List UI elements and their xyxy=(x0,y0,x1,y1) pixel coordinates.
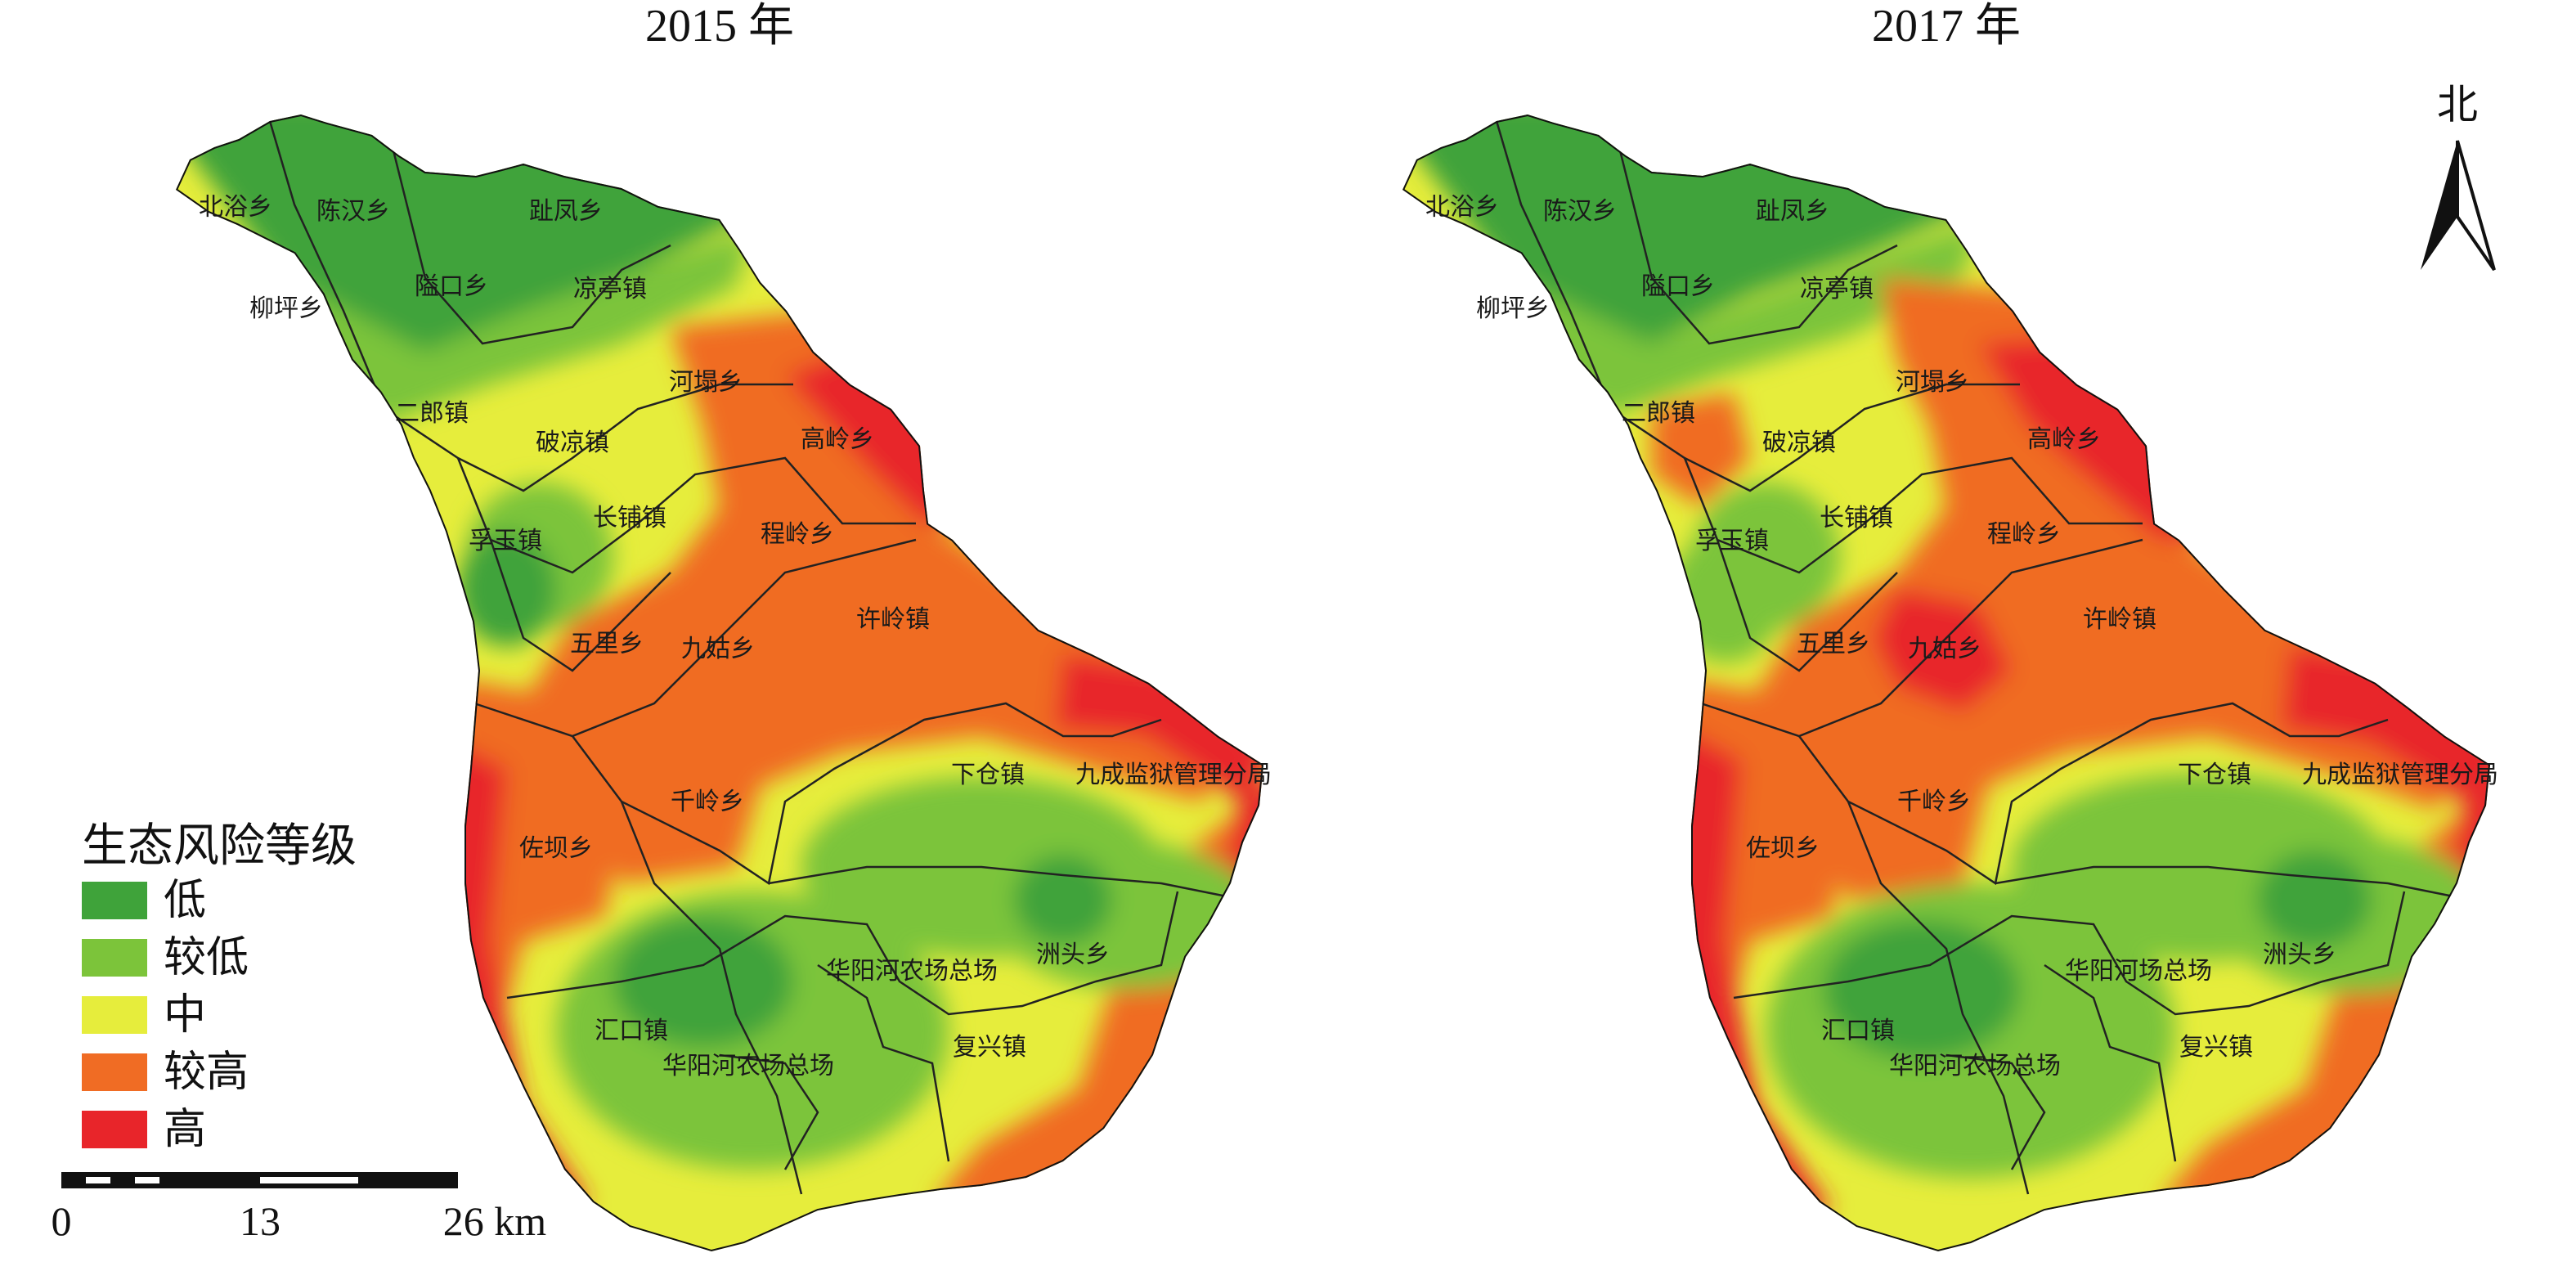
town-label-xuling: 许岭镇 xyxy=(856,605,930,634)
town-label-xuling: 许岭镇 xyxy=(2083,605,2156,634)
legend: 生态风险等级 低 较低 中 较高 高 xyxy=(82,820,357,1154)
town-label-poliang: 破凉镇 xyxy=(536,429,609,457)
town-label-chengling: 程岭乡 xyxy=(1987,520,2061,549)
town-label-beiyu: 北浴乡 xyxy=(199,193,272,222)
risk-zone-low xyxy=(1014,855,1112,945)
town-label-chenhan: 陈汉乡 xyxy=(316,197,390,226)
legend-swatch-higher xyxy=(82,1053,147,1091)
town-label-changpu: 长铺镇 xyxy=(1820,504,1893,532)
township-boundaries xyxy=(1495,120,2471,1195)
town-label-aikou: 隘口乡 xyxy=(1641,272,1715,301)
town-label-zhifeng: 趾凤乡 xyxy=(1756,197,1829,226)
town-label-qianling: 千岭乡 xyxy=(1897,788,1971,816)
scale-tick-0: 0 xyxy=(52,1198,72,1244)
town-label-fuyu: 孚玉镇 xyxy=(1695,527,1769,555)
town-label-heta: 河塌乡 xyxy=(669,368,743,397)
north-arrow-icon xyxy=(2456,140,2496,272)
town-label-chengling: 程岭乡 xyxy=(761,520,834,549)
town-label-liangting: 凉亭镇 xyxy=(1800,275,1874,303)
town-label-liangting: 凉亭镇 xyxy=(573,275,647,303)
scale-bar-segment xyxy=(260,1177,358,1183)
risk-zone-lower xyxy=(1497,221,1979,417)
north-label: 北 xyxy=(2437,81,2478,128)
town-label-poliang: 破凉镇 xyxy=(1762,429,1836,457)
legend-label-low: 低 xyxy=(164,876,206,925)
township-labels-2015: 北浴乡 陈汉乡 趾凤乡 柳坪乡 隘口乡 凉亭镇 河塌乡 二郎镇 高岭乡 破凉镇 … xyxy=(199,193,1272,1080)
town-label-huayanghe-north: 华阳河农场总场 xyxy=(826,957,998,986)
risk-zone-low xyxy=(1824,920,2020,1059)
risk-zone-high xyxy=(1873,589,2012,712)
north-arrow: 北 xyxy=(2421,81,2496,272)
town-label-huayanghe-south: 华阳河农场总场 xyxy=(662,1052,834,1080)
town-label-huikou: 汇口镇 xyxy=(595,1017,668,1045)
risk-zone-low xyxy=(2257,851,2372,949)
town-label-xiacang: 下仓镇 xyxy=(2178,761,2251,789)
legend-label-high: 高 xyxy=(164,1105,206,1154)
town-label-aikou: 隘口乡 xyxy=(415,272,488,301)
town-label-jiugu: 九姑乡 xyxy=(681,635,755,663)
town-label-fuxing: 复兴镇 xyxy=(953,1033,1026,1062)
town-label-wuli: 五里乡 xyxy=(570,630,644,658)
scale-bar-frame xyxy=(61,1172,458,1188)
town-label-zhoutou: 洲头乡 xyxy=(2263,941,2336,969)
legend-title: 生态风险等级 xyxy=(82,820,357,873)
town-label-xiacang: 下仓镇 xyxy=(951,761,1025,789)
north-arrow-icon xyxy=(2421,141,2457,270)
town-label-heta: 河塌乡 xyxy=(1896,368,1969,397)
town-label-chenhan: 陈汉乡 xyxy=(1543,197,1617,226)
legend-label-higher: 较高 xyxy=(164,1048,249,1097)
town-label-erlang: 二郎镇 xyxy=(1622,399,1695,428)
town-label-huayanghe-south: 华阳河农场总场 xyxy=(1889,1052,2061,1080)
legend-label-lower: 较低 xyxy=(164,933,249,982)
township-labels-2017: 北浴乡 陈汉乡 趾凤乡 柳坪乡 隘口乡 凉亭镇 河塌乡 二郎镇 高岭乡 破凉镇 … xyxy=(1425,193,2498,1080)
town-label-fuxing: 复兴镇 xyxy=(2179,1033,2253,1062)
town-label-gaoling: 高岭乡 xyxy=(801,425,874,454)
map-title-2015: 2015 年 xyxy=(645,1,794,52)
risk-zone-low xyxy=(613,916,793,1047)
scale-tick-13: 13 xyxy=(240,1198,280,1244)
town-label-beiyu: 北浴乡 xyxy=(1425,193,1499,222)
town-label-zuoba: 佐坝乡 xyxy=(1746,834,1820,863)
town-label-changpu: 长铺镇 xyxy=(593,504,666,532)
map-title-2017: 2017 年 xyxy=(1872,1,2021,52)
risk-zone-lower xyxy=(270,229,752,425)
town-label-qianling: 千岭乡 xyxy=(671,788,744,816)
town-label-erlang: 二郎镇 xyxy=(395,399,469,428)
scale-bar: 0 13 26 km xyxy=(52,1172,547,1244)
town-label-fuyu: 孚玉镇 xyxy=(469,527,542,555)
town-label-liuping: 柳坪乡 xyxy=(1476,294,1550,323)
scale-tick-26: 26 km xyxy=(443,1198,547,1244)
town-label-liuping: 柳坪乡 xyxy=(249,294,323,323)
risk-zone-higher xyxy=(1750,278,2478,900)
legend-label-medium: 中 xyxy=(164,990,206,1040)
risk-zone-high xyxy=(1055,654,1263,802)
map-2015: 2015 年 xyxy=(176,1,1272,1251)
town-label-wuli: 五里乡 xyxy=(1797,630,1870,658)
legend-swatch-high xyxy=(82,1111,147,1148)
legend-swatch-lower xyxy=(82,939,147,977)
map-2017: 2017 年 xyxy=(1402,1,2498,1251)
town-label-zhoutou: 洲头乡 xyxy=(1036,941,1110,969)
risk-zone-high xyxy=(2282,646,2490,810)
legend-swatch-medium xyxy=(82,996,147,1034)
town-label-huayanghe-north: 华阳河场总场 xyxy=(2065,957,2212,986)
township-boundaries xyxy=(268,120,1244,1195)
scale-bar-segment xyxy=(86,1177,110,1183)
town-label-jiucheng: 九成监狱管理分局 xyxy=(2302,761,2498,789)
risk-surface-2017 xyxy=(1402,115,2490,1251)
town-label-zhifeng: 趾凤乡 xyxy=(529,197,603,226)
legend-swatch-low xyxy=(82,882,147,919)
town-label-jiucheng: 九成监狱管理分局 xyxy=(1075,761,1272,789)
town-label-jiugu: 九姑乡 xyxy=(1908,635,1981,663)
risk-surface-2015 xyxy=(176,115,1263,1251)
town-label-gaoling: 高岭乡 xyxy=(2027,425,2101,454)
risk-zone-higher xyxy=(523,311,1243,883)
town-label-zuoba: 佐坝乡 xyxy=(519,834,593,863)
scale-bar-segment xyxy=(135,1177,159,1183)
town-label-huikou: 汇口镇 xyxy=(1821,1017,1895,1045)
